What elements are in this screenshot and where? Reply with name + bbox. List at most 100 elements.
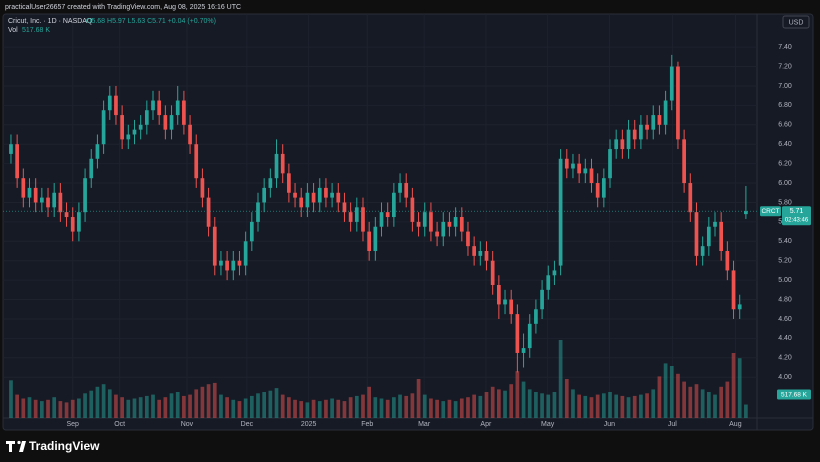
- candle-body: [410, 197, 415, 222]
- candle-body: [144, 110, 149, 125]
- candle-body: [182, 100, 186, 125]
- candle-body: [293, 192, 297, 198]
- candle-body: [188, 124, 192, 145]
- volume-bar: [429, 398, 433, 418]
- volume-bar: [651, 389, 656, 418]
- candle-body: [429, 212, 433, 232]
- candle-body: [497, 284, 501, 305]
- volume-bar: [435, 399, 439, 418]
- volume-bar: [583, 395, 588, 418]
- candle-body: [157, 100, 162, 116]
- candle-body: [589, 168, 594, 184]
- volume-bar: [379, 398, 384, 418]
- volume-bar: [694, 384, 699, 418]
- candle-body: [639, 124, 643, 140]
- volume-bar: [373, 397, 378, 418]
- y-tick-label: 5.20: [778, 258, 792, 265]
- volume-bar: [188, 394, 192, 418]
- volume-bar: [107, 389, 112, 418]
- candle-body: [58, 192, 63, 213]
- candle-body: [305, 192, 310, 208]
- volume-bar: [175, 392, 180, 418]
- candles: [3, 54, 757, 373]
- volume-bar: [83, 393, 87, 418]
- volume-bar: [39, 401, 44, 418]
- symbol-title: Cricut, Inc. · 1D · NASDAQ: [8, 18, 93, 25]
- y-tick-label: 4.60: [778, 316, 792, 323]
- volume-bar: [589, 397, 594, 418]
- volume-bar: [354, 395, 359, 418]
- volume-bar: [46, 399, 50, 418]
- candle-body: [330, 192, 334, 198]
- candle-body: [212, 226, 217, 266]
- candle-body: [392, 192, 396, 218]
- candle-body: [435, 231, 439, 237]
- candle-body: [262, 187, 267, 203]
- candle-body: [46, 197, 50, 208]
- volume-bar: [700, 389, 705, 418]
- x-tick-label: Sep: [66, 421, 79, 428]
- volume-bar: [527, 389, 532, 418]
- y-tick-label: 6.00: [778, 180, 792, 187]
- candle-body: [77, 212, 81, 232]
- volume-bar: [546, 394, 551, 418]
- y-tick-label: 6.20: [778, 160, 792, 167]
- candle-body: [114, 95, 118, 116]
- candle-body: [503, 299, 507, 305]
- currency[interactable]: USD: [789, 19, 804, 26]
- attribution: practicalUser26657 created with TradingV…: [5, 4, 241, 11]
- volume-bar: [361, 394, 365, 418]
- brand-logo: TradingView: [6, 439, 100, 453]
- y-tick-label: 5.00: [778, 277, 792, 284]
- candle-body: [546, 275, 551, 290]
- candle-body: [21, 178, 26, 198]
- currency-box[interactable]: [782, 15, 810, 29]
- candle-body: [138, 124, 143, 130]
- volume-bar: [521, 381, 526, 418]
- volume-bar: [212, 382, 217, 418]
- badges: CRCT 5.71 02:43:46 517.68 K: [760, 206, 811, 400]
- volume-bar: [558, 340, 563, 418]
- countdown: 02:43:46: [785, 217, 809, 223]
- candle-body: [466, 231, 470, 247]
- volume-bar: [52, 397, 57, 418]
- candle-body: [52, 192, 57, 208]
- candle-body: [83, 178, 87, 213]
- volume-bar: [169, 393, 174, 418]
- volume-bar: [305, 402, 310, 418]
- x-tick-label: Aug: [729, 421, 742, 428]
- volume-bar: [9, 380, 13, 418]
- volume-bar: [342, 401, 347, 418]
- volume-bar: [577, 394, 581, 418]
- volume-bar: [274, 388, 279, 418]
- volume-bar: [33, 399, 38, 418]
- candle-body: [324, 187, 328, 198]
- volume-bar: [293, 399, 297, 418]
- volume-badge: [777, 389, 811, 400]
- candle-body: [354, 207, 359, 222]
- y-tick-label: 4.40: [778, 335, 792, 342]
- candle-body: [534, 309, 538, 324]
- volume-bar: [725, 381, 730, 418]
- x-tick-label: Jul: [668, 421, 677, 428]
- y-tick-label: 7.20: [778, 63, 792, 70]
- candle-body: [478, 251, 483, 256]
- volume-bar: [663, 363, 668, 418]
- candle-body: [601, 178, 606, 198]
- candle-body: [256, 202, 260, 222]
- candle-body: [398, 183, 402, 193]
- volume-bar: [256, 393, 260, 418]
- volume-bar: [27, 397, 32, 418]
- candle-body: [268, 178, 273, 188]
- candle-body: [490, 260, 495, 285]
- candle-body: [626, 129, 631, 150]
- volume-bar: [676, 373, 680, 418]
- volume-bar: [243, 398, 248, 418]
- volume-last-label: 517.68 K: [781, 391, 808, 398]
- x-tick-label: May: [541, 421, 555, 428]
- candle-body: [441, 221, 446, 237]
- volume-bar: [311, 399, 316, 418]
- candle-body: [608, 149, 612, 179]
- grid: [3, 14, 757, 418]
